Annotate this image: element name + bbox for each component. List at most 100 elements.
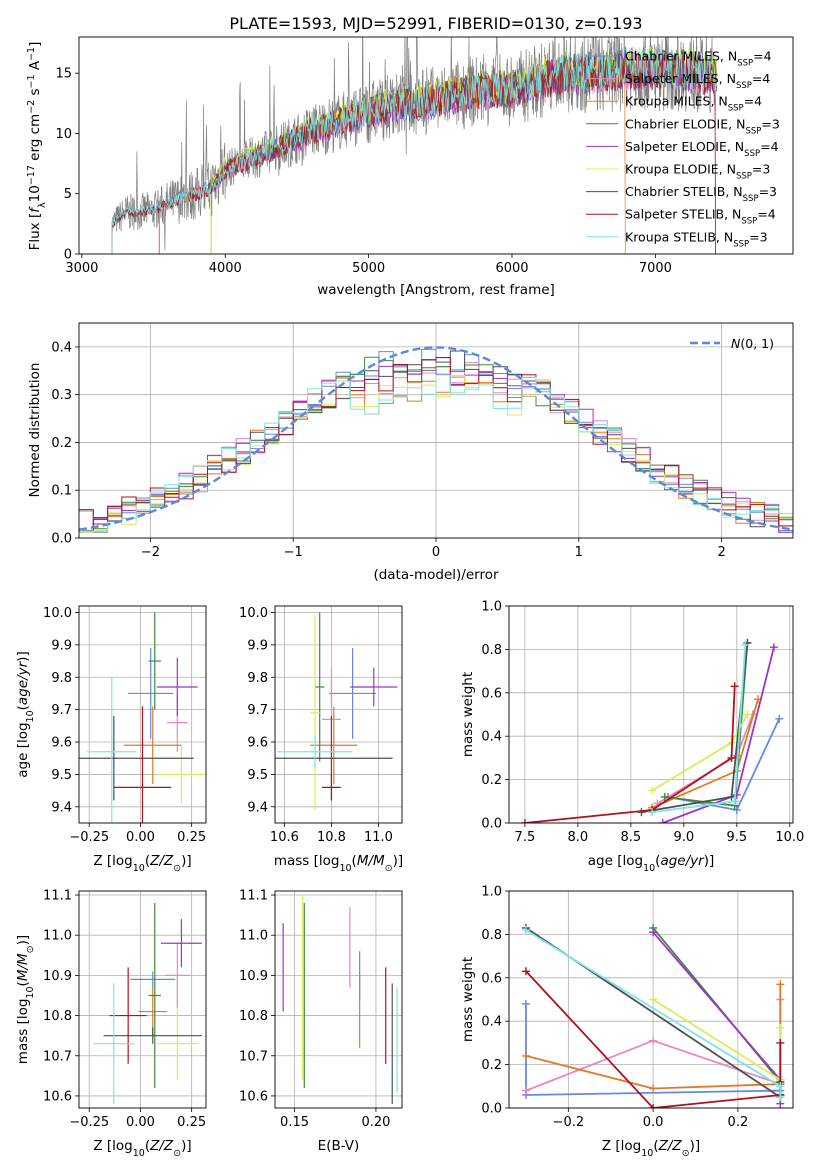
y-tick-label: 0.4 — [51, 340, 72, 355]
y-tick-label: 0.2 — [481, 1058, 502, 1073]
label-part: Z/Z — [149, 853, 174, 869]
plot-area — [275, 612, 398, 811]
y-tick-label: 9.4 — [247, 800, 268, 815]
label-part: 10 — [25, 710, 36, 722]
label-part: 10 — [27, 185, 43, 202]
y-tick-label: 11.0 — [43, 929, 72, 944]
errorbar-kroupa-stelib — [87, 677, 137, 823]
legend-sub: SSP — [733, 239, 749, 249]
y-tick-label: 11.1 — [43, 889, 72, 904]
series-kroupa-elodie — [649, 995, 785, 1084]
label-part: ⊙ — [173, 1148, 181, 1159]
label-part: age [log — [15, 722, 31, 777]
label-part: )] — [393, 853, 404, 869]
gridlines — [79, 891, 206, 1108]
legend-model: Kroupa STELIB, N — [625, 229, 733, 244]
label-part: )] — [181, 1138, 192, 1154]
label-part: age [log — [588, 853, 643, 869]
histogram-salpeter-miles — [79, 357, 793, 533]
x-tick-label: 5000 — [352, 261, 385, 276]
data-point — [521, 1051, 530, 1060]
x-tick-label: −2 — [141, 545, 160, 560]
x-tick-label: −0.25 — [69, 830, 109, 845]
label-part: Z [log — [93, 853, 132, 869]
plot-area — [93, 903, 202, 1104]
x-tick-label: 0.20 — [361, 1115, 390, 1130]
x-tick-label: 0.25 — [177, 1115, 206, 1130]
plot-area — [520, 638, 784, 823]
legend-nssp: =3 — [761, 116, 779, 131]
label-part: −1 — [26, 47, 37, 61]
legend-sub: SSP — [745, 126, 761, 136]
label-part: ⊙ — [682, 1148, 690, 1159]
series-line — [524, 686, 736, 823]
series-kroupa-stelib — [521, 926, 785, 1102]
legend-model: Chabrier STELIB, N — [625, 184, 743, 199]
y-tick-label: 0.0 — [481, 817, 502, 832]
label-part: mass weight — [460, 957, 476, 1042]
legend-nssp: =3 — [749, 229, 767, 244]
series-line — [652, 998, 782, 1082]
legend-model: Salpeter ELODIE, N — [625, 139, 744, 154]
figure-title: PLATE=1593, MJD=52991, FIBERID=0130, z=0… — [229, 14, 642, 33]
x-tick-label: 0.0 — [643, 1115, 664, 1130]
data-point — [521, 926, 530, 935]
y-tick-label: 9.7 — [51, 703, 72, 718]
y-tick-label: 9.9 — [247, 638, 268, 653]
plot-area — [282, 895, 398, 1104]
label-part: 10 — [339, 863, 351, 874]
y-axis-label: mass weight — [460, 957, 476, 1042]
y-tick-label: 10.9 — [239, 969, 268, 984]
axes-frame — [78, 322, 794, 539]
label-part: )] — [704, 853, 715, 869]
x-tick-label: 0.00 — [126, 1115, 155, 1130]
data-point — [776, 1082, 785, 1091]
x-tick-label: 10.8 — [317, 830, 346, 845]
y-tick-label: 10.6 — [43, 1089, 72, 1104]
y-tick-label: 9.8 — [51, 671, 72, 686]
x-axis-label: mass [log10(M/M⊙)] — [274, 853, 403, 874]
errorbar-kroupa-stelib — [93, 983, 135, 1104]
legend-sub: SSP — [728, 104, 744, 114]
data-point — [730, 797, 739, 806]
label-part: 10 — [133, 863, 145, 874]
y-tick-label: 0.4 — [481, 730, 502, 745]
label-part: wavelength [Angstrom, rest frame] — [317, 282, 555, 298]
y-tick-label: 0.1 — [51, 484, 72, 499]
data-point — [732, 790, 741, 799]
legend-entry: Kroupa ELODIE, NSSP=3 — [625, 162, 770, 182]
y-axis-label: Flux [fλ10−17 erg cm−2 s−1 A−1] — [26, 42, 48, 251]
x-tick-label: −0.2 — [553, 1115, 585, 1130]
errorbar-chabrier-miles — [130, 971, 176, 988]
label-part: ( — [653, 1138, 658, 1154]
label-part: Normed distribution — [27, 363, 43, 498]
x-tick-label: 9.0 — [674, 830, 695, 845]
y-tick-label: 0 — [64, 248, 72, 263]
legend-nssp: =4 — [752, 71, 770, 86]
label-part: λ — [37, 202, 48, 208]
x-tick-label: 2 — [717, 545, 725, 560]
data-point — [649, 995, 658, 1004]
errorbar-chabrier-miles — [329, 648, 377, 739]
x-axis-label: Z [log10(Z/Z⊙)] — [93, 853, 191, 874]
legend-entry: Salpeter MILES, NSSP=4 — [625, 71, 770, 91]
y-tick-label: 15 — [55, 67, 72, 82]
y-tick-label: 0.2 — [481, 773, 502, 788]
x-tick-label: 1 — [575, 545, 583, 560]
x-tick-label: 3000 — [65, 261, 98, 276]
legend-sub: SSP — [736, 81, 752, 91]
legend-sub: SSP — [736, 172, 752, 182]
errorbar-chabrier-elodie — [314, 612, 325, 762]
errorbar-salpeter-elodie — [156, 657, 198, 717]
data-point — [775, 714, 784, 723]
y-axis-label: mass weight — [460, 672, 476, 757]
label-part: ⊙ — [25, 945, 36, 953]
data-point — [658, 819, 667, 823]
data-point — [648, 808, 657, 817]
label-part: ] — [27, 42, 43, 47]
x-tick-label: −1 — [284, 545, 303, 560]
label-part: Z/Z — [149, 1138, 174, 1154]
legend-sub: SSP — [741, 217, 757, 227]
label-part: 10 — [133, 1148, 145, 1159]
